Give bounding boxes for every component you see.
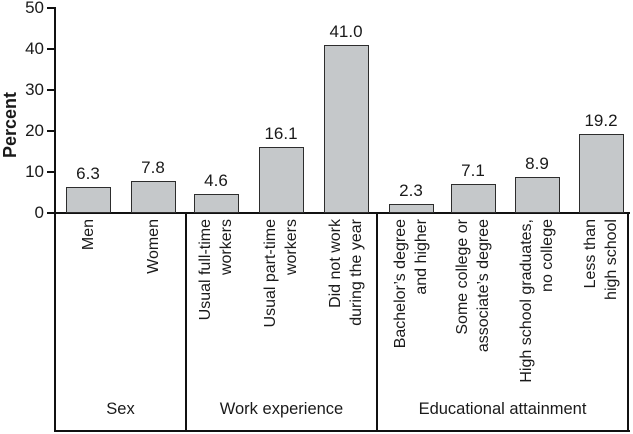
y-axis-tick	[47, 130, 55, 132]
bar-category-label: Did not work during the year	[327, 219, 365, 326]
y-axis-tick	[47, 212, 55, 214]
group-label: Work experience	[219, 400, 344, 418]
group-separator-line	[376, 212, 378, 432]
y-axis-tick	[47, 89, 55, 91]
bar	[514, 176, 560, 213]
bar	[130, 181, 176, 213]
bottom-border-line	[54, 430, 630, 432]
bar-value-label: 41.0	[329, 21, 363, 41]
bar-category-label: Some college or associate’s degree	[454, 219, 492, 353]
y-axis-line	[54, 7, 56, 432]
y-axis-tick-label: 0	[34, 203, 44, 222]
y-axis-tick-label: 50	[25, 0, 44, 18]
y-axis-tick	[47, 48, 55, 50]
bar-value-label: 19.2	[584, 111, 618, 131]
y-axis-tick	[47, 171, 55, 173]
bar-category-label: Women	[144, 219, 162, 274]
bar-value-label: 8.9	[525, 153, 549, 173]
bar-category-label: Less than high school	[582, 219, 620, 300]
bar-value-label: 7.8	[141, 158, 165, 178]
bar-value-label: 7.1	[461, 160, 485, 180]
bar-category-label: Usual part-time workers	[262, 219, 300, 328]
bar-value-label: 4.6	[204, 171, 228, 191]
bar-value-label: 6.3	[76, 164, 100, 184]
bar-category-label: High school graduates, no college	[518, 219, 556, 383]
bar-category-label: Usual full-time workers	[197, 219, 235, 321]
bar-category-label: Men	[79, 219, 97, 251]
bar	[450, 183, 496, 213]
bar	[258, 146, 304, 213]
x-axis-line	[54, 212, 630, 214]
y-axis-tick-label: 10	[25, 162, 44, 181]
bar-value-label: 2.3	[399, 180, 423, 200]
bar	[578, 134, 624, 213]
bar-value-label: 16.1	[264, 123, 298, 143]
y-axis-tick-label: 30	[25, 80, 44, 99]
group-separator-line	[185, 212, 187, 432]
bar	[193, 194, 239, 213]
group-label: Educational attainment	[418, 400, 587, 418]
y-axis-tick-label: 20	[25, 121, 44, 140]
group-label: Sex	[106, 400, 135, 418]
bar	[323, 44, 369, 213]
bar	[65, 187, 111, 213]
bar-category-label: Bachelor’s degree and higher	[392, 219, 430, 349]
group-separator-line	[627, 212, 629, 432]
y-axis-tick-label: 40	[25, 39, 44, 58]
bar	[388, 203, 434, 213]
y-axis-tick	[47, 7, 55, 9]
